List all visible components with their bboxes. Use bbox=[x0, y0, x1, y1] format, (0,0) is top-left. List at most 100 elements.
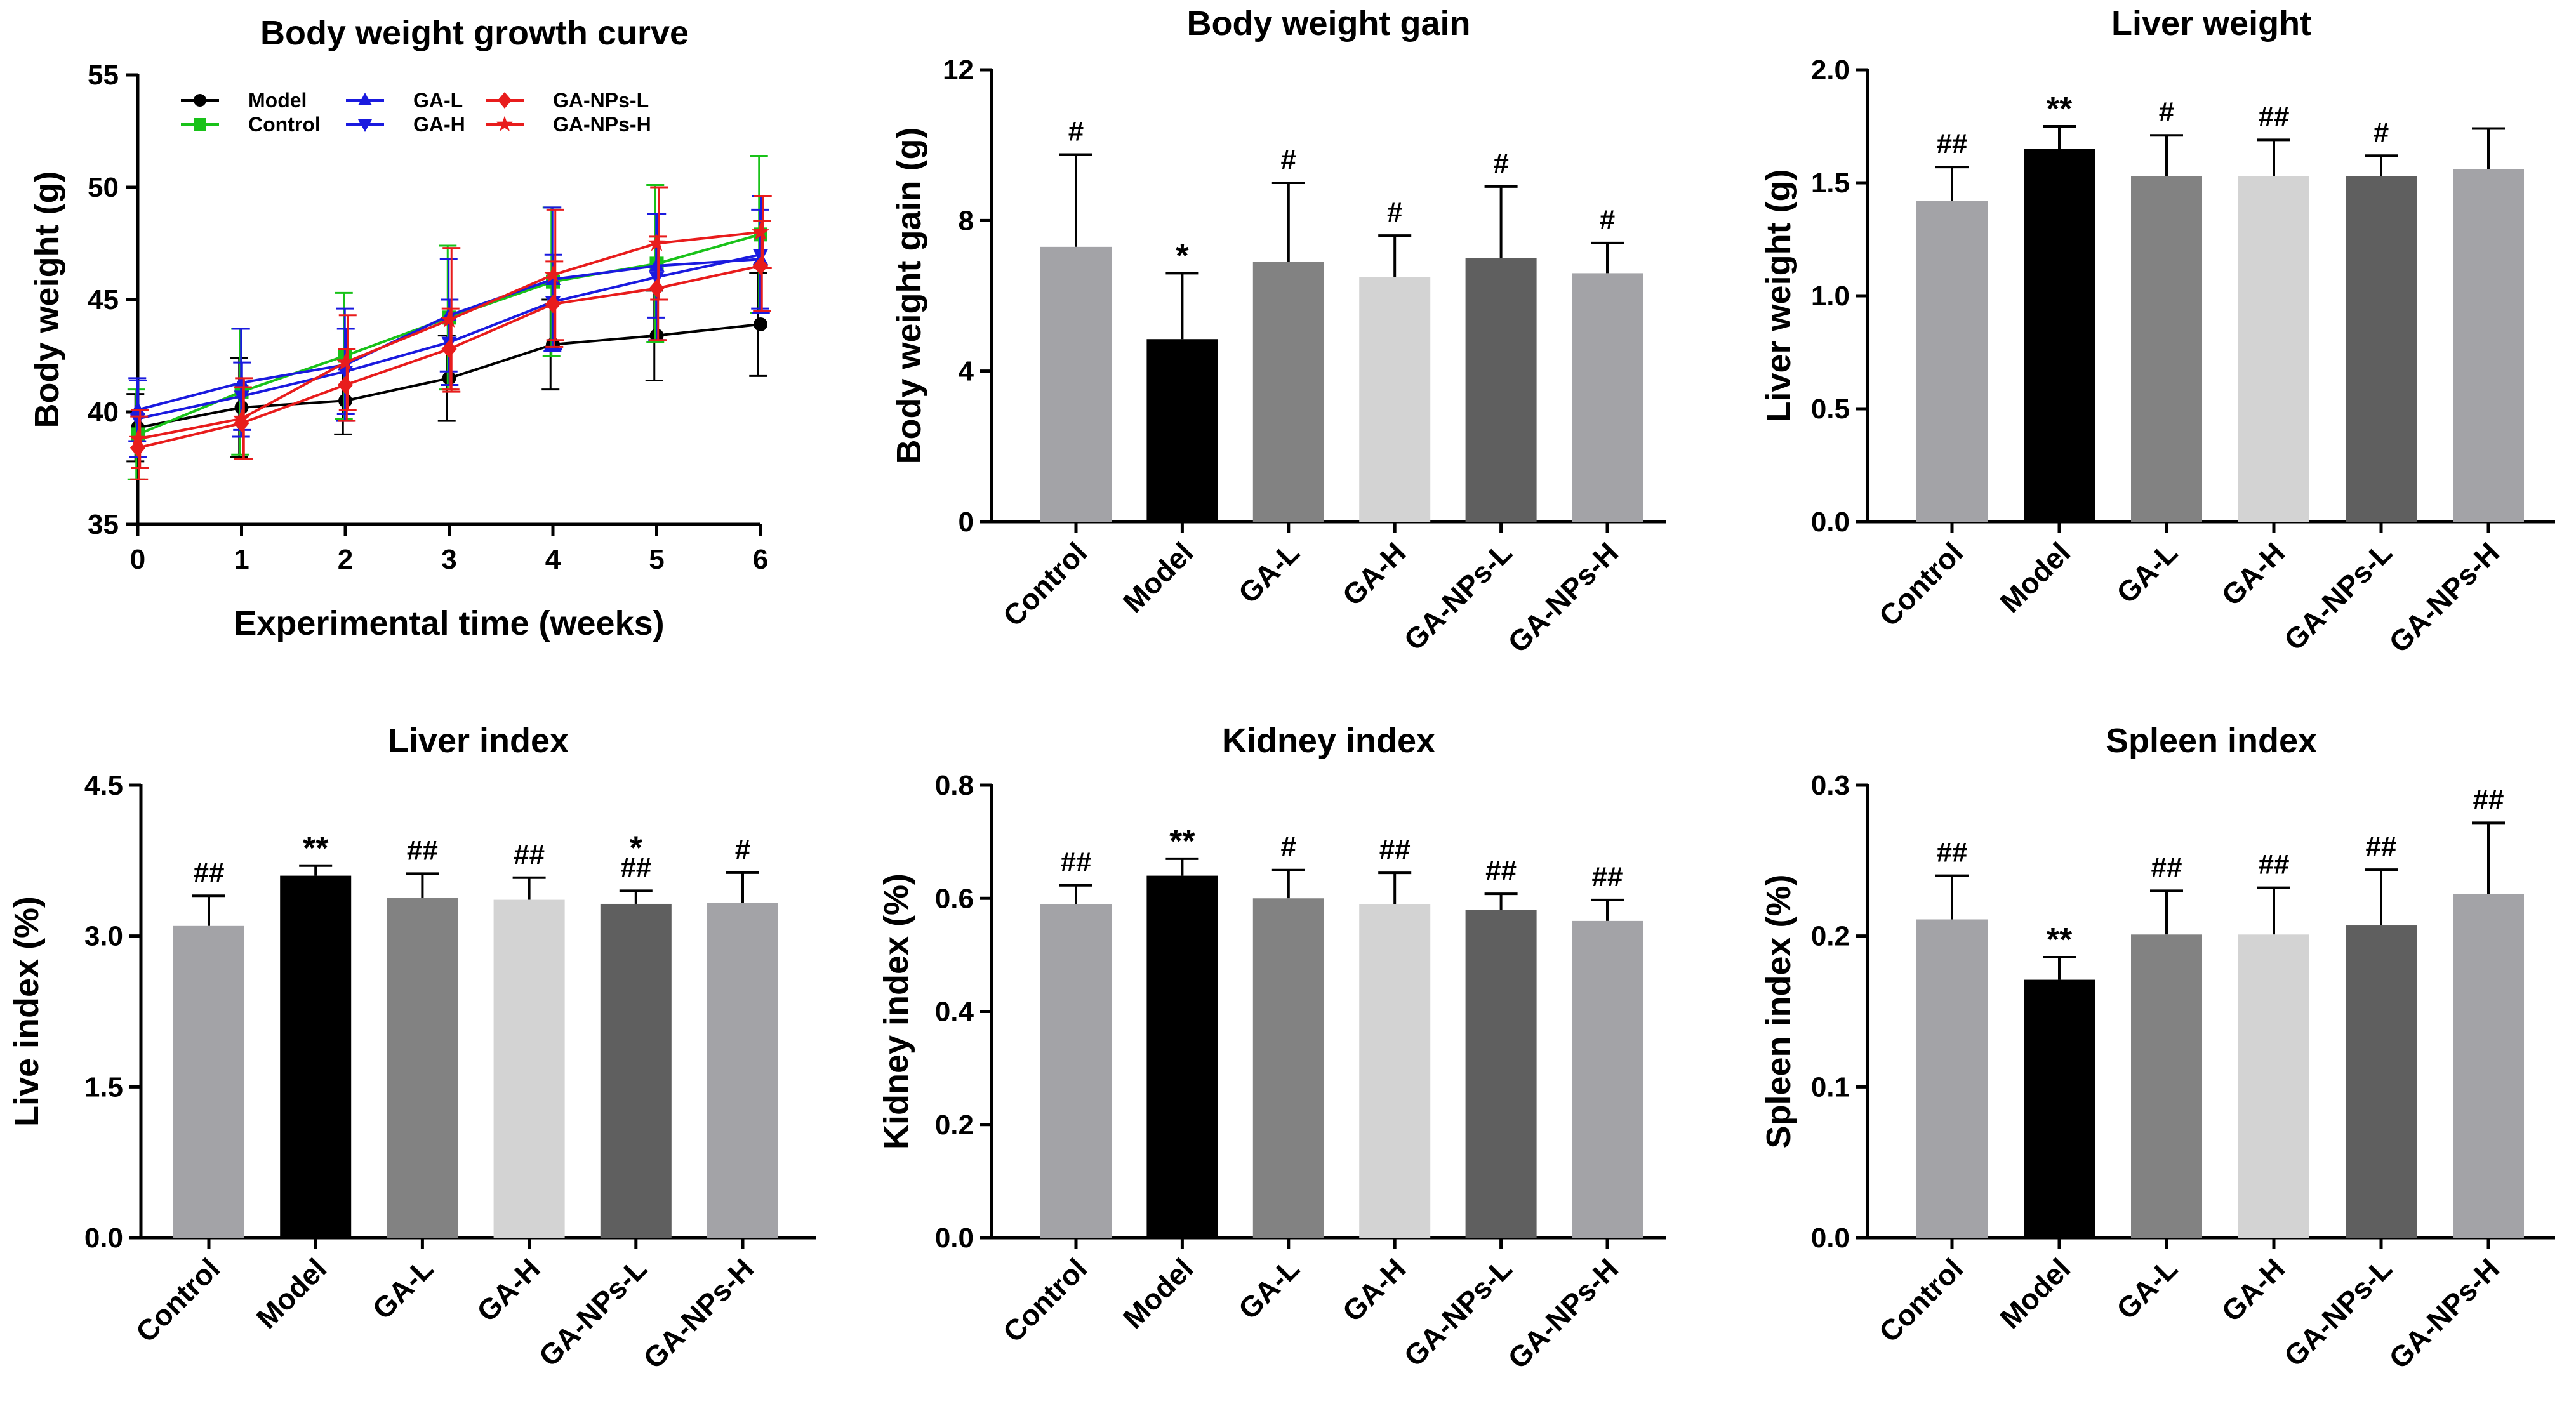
significance-marker: ## bbox=[1061, 847, 1092, 878]
bar-chart-5: Spleen index 0.0 0.1 0.2 0.3 Spleen index (%)… bbox=[1760, 722, 2555, 1375]
category-label: Control bbox=[129, 1252, 226, 1348]
category-label: GA-L bbox=[366, 1252, 439, 1325]
y-tick-label: 8 bbox=[959, 205, 974, 236]
y-tick-label: 0.0 bbox=[935, 1223, 974, 1254]
category-label: Model bbox=[250, 1252, 333, 1335]
category-label: Control bbox=[997, 536, 1093, 632]
significance-marker: ## bbox=[1379, 834, 1411, 865]
bar-ga-nps-l bbox=[2346, 925, 2417, 1238]
x-tick-label: 5 bbox=[649, 544, 664, 575]
significance-marker: ## bbox=[2151, 852, 2182, 883]
significance-marker: ** bbox=[2047, 922, 2073, 958]
data-point bbox=[337, 376, 354, 394]
x-tick-label: 1 bbox=[234, 544, 249, 575]
data-point bbox=[336, 353, 355, 371]
category-label: GA-NPs-H bbox=[2382, 536, 2506, 659]
y-tick-label: 1.0 bbox=[1811, 281, 1850, 312]
y-axis-label: Live index (%) bbox=[8, 896, 46, 1127]
category-label: Model bbox=[1117, 1252, 1200, 1335]
significance-marker: ## bbox=[1937, 837, 1968, 868]
y-axis-label: Body weight (g) bbox=[28, 171, 66, 428]
bar-control bbox=[1040, 904, 1112, 1238]
category-label: Control bbox=[1873, 536, 1969, 632]
significance-marker: # bbox=[1068, 116, 1084, 147]
category-label: GA-NPs-H bbox=[2382, 1252, 2506, 1375]
y-tick-label: 0.0 bbox=[84, 1223, 123, 1254]
x-tick-label: 2 bbox=[338, 544, 353, 575]
significance-marker: # bbox=[1387, 197, 1402, 228]
significance-marker: ## bbox=[194, 857, 225, 888]
legend-label: GA-NPs-H bbox=[553, 113, 651, 136]
y-tick-label: 45 bbox=[88, 284, 119, 315]
x-tick-label: 0 bbox=[130, 544, 145, 575]
legend-marker bbox=[498, 92, 512, 109]
significance-marker: ** bbox=[2047, 91, 2073, 128]
bar-ga-l bbox=[1252, 898, 1324, 1238]
data-point bbox=[545, 295, 561, 314]
data-point bbox=[751, 222, 770, 240]
legend-label: Model bbox=[248, 89, 307, 112]
category-label: GA-NPs-L bbox=[2278, 536, 2398, 656]
y-tick-label: 0.1 bbox=[1811, 1071, 1850, 1103]
bar-model bbox=[2024, 149, 2095, 522]
y-tick-label: 12 bbox=[943, 55, 974, 86]
significance-marker: # bbox=[735, 834, 750, 865]
bar-control bbox=[1040, 246, 1112, 522]
bar-ga-h bbox=[493, 899, 565, 1238]
category-label: GA-NPs-L bbox=[532, 1252, 653, 1372]
y-tick-label: 3.0 bbox=[84, 921, 123, 952]
significance-marker: ## bbox=[620, 852, 651, 883]
y-tick-label: 50 bbox=[88, 172, 119, 203]
data-point bbox=[129, 439, 146, 457]
category-label: GA-L bbox=[2110, 536, 2184, 609]
data-point bbox=[440, 310, 458, 328]
data-point bbox=[441, 340, 457, 359]
bar-ga-nps-h bbox=[1572, 273, 1643, 522]
x-tick-label: 3 bbox=[441, 544, 456, 575]
y-tick-label: 4.5 bbox=[84, 770, 123, 801]
bar-ga-nps-l bbox=[1465, 258, 1537, 522]
data-point bbox=[649, 271, 665, 286]
data-point bbox=[649, 279, 665, 298]
chart-title: Liver weight bbox=[2111, 4, 2311, 43]
data-point bbox=[232, 409, 251, 427]
category-label: GA-H bbox=[1336, 536, 1412, 612]
legend-marker bbox=[194, 118, 206, 131]
significance-marker: ## bbox=[2366, 831, 2397, 862]
chart-title: Body weight growth curve bbox=[260, 14, 689, 52]
bar-control bbox=[1916, 201, 1988, 522]
chart-title: Kidney index bbox=[1222, 722, 1435, 760]
y-tick-label: 0.3 bbox=[1811, 770, 1850, 801]
y-tick-label: 0.2 bbox=[1811, 921, 1850, 952]
y-tick-label: 35 bbox=[88, 509, 119, 540]
bar-ga-l bbox=[2131, 176, 2202, 522]
bar-control bbox=[1916, 919, 1988, 1238]
legend-label: GA-H bbox=[413, 113, 465, 136]
significance-marker: ## bbox=[514, 839, 545, 870]
category-label: GA-NPs-H bbox=[637, 1252, 760, 1375]
x-axis-label: Experimental time (weeks) bbox=[234, 604, 664, 642]
bar-ga-l bbox=[2131, 934, 2202, 1238]
y-tick-label: 55 bbox=[88, 60, 119, 91]
y-tick-label: 1.5 bbox=[1811, 168, 1850, 199]
bar-ga-nps-h bbox=[707, 903, 778, 1238]
bar-model bbox=[2024, 979, 2095, 1238]
significance-marker: * bbox=[1176, 237, 1189, 274]
significance-marker: # bbox=[2159, 96, 2174, 128]
significance-marker: ## bbox=[1592, 861, 1623, 892]
data-point bbox=[337, 366, 354, 380]
category-label: GA-L bbox=[2110, 1252, 2184, 1325]
y-axis-label: Body weight gain (g) bbox=[890, 128, 928, 465]
legend-marker bbox=[358, 93, 372, 105]
bar-ga-h bbox=[2238, 176, 2309, 522]
y-tick-label: 0.0 bbox=[1811, 507, 1850, 538]
data-point bbox=[234, 390, 249, 405]
x-tick-label: 4 bbox=[545, 544, 561, 575]
bar-ga-h bbox=[2238, 934, 2309, 1238]
bar-chart-4: Kidney index 0.0 0.2 0.4 0.6 0.8 Kidney index … bbox=[877, 722, 1666, 1375]
bar-ga-nps-h bbox=[1572, 920, 1643, 1238]
y-tick-label: 0.6 bbox=[935, 883, 974, 914]
category-label: GA-H bbox=[2215, 536, 2291, 612]
bar-ga-nps-l bbox=[1465, 910, 1537, 1238]
